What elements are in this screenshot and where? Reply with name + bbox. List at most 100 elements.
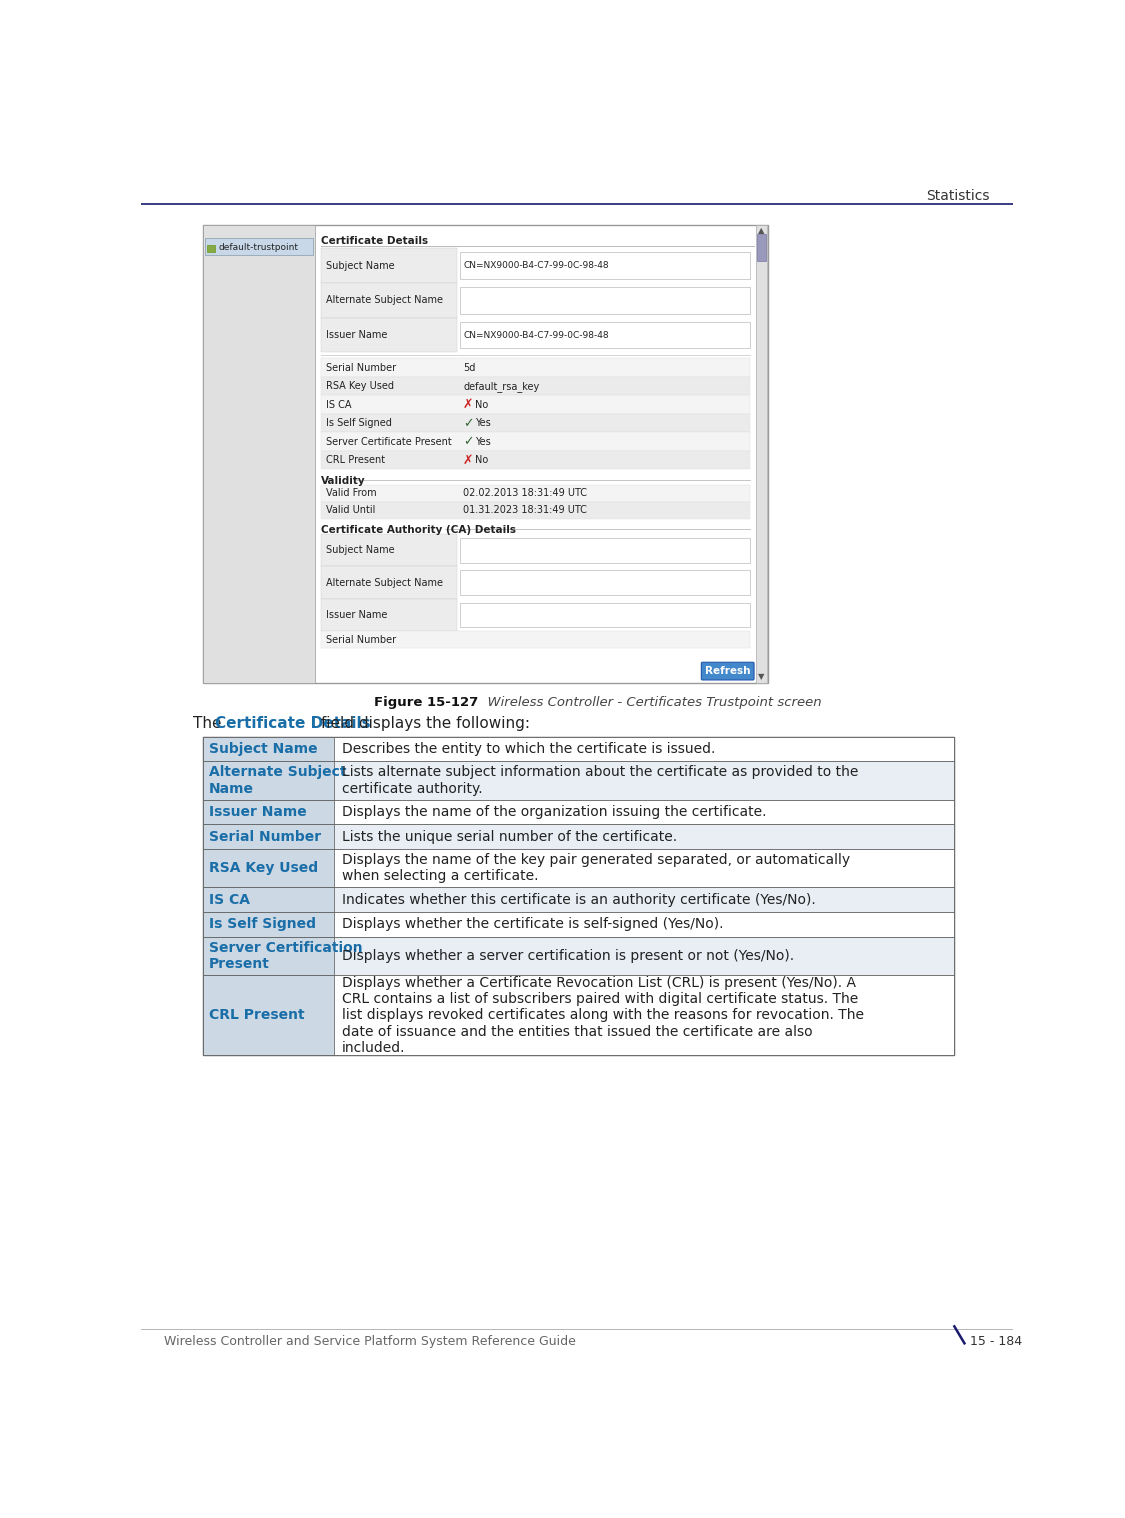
Bar	[202, 800, 334, 824]
Text: CN=NX9000-B4-C7-99-0C-98-48: CN=NX9000-B4-C7-99-0C-98-48	[464, 331, 609, 340]
Text: No: No	[476, 399, 488, 410]
Bar	[202, 849, 334, 888]
Bar	[460, 287, 749, 314]
Bar	[202, 888, 954, 912]
Bar	[322, 451, 749, 469]
Bar	[322, 414, 749, 433]
Bar	[322, 358, 749, 376]
Bar	[756, 225, 767, 683]
Bar	[460, 322, 749, 349]
Text: Indicates whether this certificate is an authority certificate (Yes/No).: Indicates whether this certificate is an…	[342, 893, 816, 906]
Text: CRL Present: CRL Present	[209, 1008, 305, 1022]
Text: Refresh: Refresh	[705, 666, 750, 676]
Bar	[202, 888, 334, 912]
Bar	[322, 598, 457, 631]
Text: Valid Until: Valid Until	[326, 505, 376, 515]
Text: Alternate Subject
Name: Alternate Subject Name	[209, 765, 346, 795]
Bar	[460, 252, 749, 279]
Bar	[460, 603, 749, 627]
Text: ✗: ✗	[464, 454, 474, 466]
Text: Lists the unique serial number of the certificate.: Lists the unique serial number of the ce…	[342, 830, 677, 844]
Text: Displays the name of the organization issuing the certificate.: Displays the name of the organization is…	[342, 805, 766, 820]
Bar	[202, 736, 954, 1055]
Bar	[202, 225, 315, 683]
Bar	[205, 238, 313, 255]
Text: Validity: Validity	[322, 475, 366, 486]
Bar	[322, 376, 749, 396]
Text: 5d: 5d	[464, 363, 476, 373]
Text: Issuer Name: Issuer Name	[209, 805, 307, 820]
Bar	[202, 736, 334, 761]
Text: 15 - 184: 15 - 184	[970, 1334, 1022, 1348]
Text: Alternate Subject Name: Alternate Subject Name	[326, 577, 443, 587]
Text: ✗: ✗	[464, 398, 474, 411]
Text: Is Self Signed: Is Self Signed	[209, 917, 316, 932]
Text: Yes: Yes	[476, 417, 492, 428]
Text: CN=NX9000-B4-C7-99-0C-98-48: CN=NX9000-B4-C7-99-0C-98-48	[464, 261, 609, 270]
Text: Figure 15-127: Figure 15-127	[374, 695, 478, 709]
Text: Displays whether the certificate is self-signed (Yes/No).: Displays whether the certificate is self…	[342, 917, 723, 932]
Text: field displays the following:: field displays the following:	[316, 716, 530, 730]
Bar	[202, 912, 954, 937]
Bar	[202, 824, 334, 849]
Text: Issuer Name: Issuer Name	[326, 329, 387, 340]
Text: RSA Key Used: RSA Key Used	[209, 861, 318, 876]
Bar	[202, 736, 954, 761]
Text: Serial Number: Serial Number	[209, 830, 321, 844]
Bar	[202, 824, 954, 849]
Text: Describes the entity to which the certificate is issued.: Describes the entity to which the certif…	[342, 742, 716, 756]
Text: Wireless Controller and Service Platform System Reference Guide: Wireless Controller and Service Platform…	[164, 1334, 576, 1348]
Text: Server Certificate Present: Server Certificate Present	[326, 437, 451, 446]
Text: CRL Present: CRL Present	[326, 455, 385, 465]
Text: The: The	[193, 716, 227, 730]
Bar	[322, 631, 749, 648]
Text: 02.02.2013 18:31:49 UTC: 02.02.2013 18:31:49 UTC	[464, 489, 587, 498]
Text: Issuer Name: Issuer Name	[326, 610, 387, 619]
Bar	[202, 800, 954, 824]
Bar	[322, 502, 749, 519]
Bar	[202, 761, 334, 800]
Text: Yes: Yes	[476, 437, 492, 446]
Text: Wireless Controller - Certificates Trustpoint screen: Wireless Controller - Certificates Trust…	[479, 695, 822, 709]
Text: Certificate Details: Certificate Details	[322, 237, 429, 246]
Bar	[202, 975, 334, 1055]
Bar	[322, 282, 457, 317]
Bar	[202, 975, 954, 1055]
Bar	[322, 566, 457, 598]
Bar	[202, 937, 954, 975]
Text: ✓: ✓	[464, 416, 474, 430]
Text: Displays whether a Certificate Revocation List (CRL) is present (Yes/No). A
CRL : Displays whether a Certificate Revocatio…	[342, 976, 864, 1055]
Text: No: No	[476, 455, 488, 465]
Text: Subject Name: Subject Name	[326, 261, 395, 270]
Text: Certificate Authority (CA) Details: Certificate Authority (CA) Details	[322, 525, 516, 534]
Text: Displays the name of the key pair generated separated, or automatically
when sel: Displays the name of the key pair genera…	[342, 853, 850, 883]
Bar	[322, 484, 749, 502]
Bar	[202, 912, 334, 937]
Bar	[207, 244, 215, 252]
Bar	[202, 761, 954, 800]
Text: ▼: ▼	[758, 672, 765, 682]
Text: Lists alternate subject information about the certificate as provided to the
cer: Lists alternate subject information abou…	[342, 765, 858, 795]
Text: Serial Number: Serial Number	[326, 363, 396, 373]
Text: Server Certification
Present: Server Certification Present	[209, 941, 362, 972]
Text: Serial Number: Serial Number	[326, 635, 396, 645]
Text: IS CA: IS CA	[326, 399, 351, 410]
Text: Displays whether a server certification is present or not (Yes/No).: Displays whether a server certification …	[342, 949, 794, 962]
Text: 01.31.2023 18:31:49 UTC: 01.31.2023 18:31:49 UTC	[464, 505, 587, 515]
Text: Is Self Signed: Is Self Signed	[326, 417, 392, 428]
Text: default_rsa_key: default_rsa_key	[464, 381, 539, 392]
Bar	[202, 849, 954, 888]
Bar	[322, 249, 457, 282]
Text: Valid From: Valid From	[326, 489, 377, 498]
Text: Certificate Details: Certificate Details	[215, 716, 370, 730]
Bar	[460, 537, 749, 563]
Text: RSA Key Used: RSA Key Used	[326, 381, 394, 392]
Text: ✓: ✓	[464, 436, 474, 448]
Bar	[202, 937, 334, 975]
Text: ▲: ▲	[758, 226, 765, 235]
Text: IS CA: IS CA	[209, 893, 250, 906]
Text: Statistics: Statistics	[926, 190, 989, 203]
FancyBboxPatch shape	[701, 662, 754, 680]
Bar	[322, 317, 457, 352]
Bar	[322, 433, 749, 451]
